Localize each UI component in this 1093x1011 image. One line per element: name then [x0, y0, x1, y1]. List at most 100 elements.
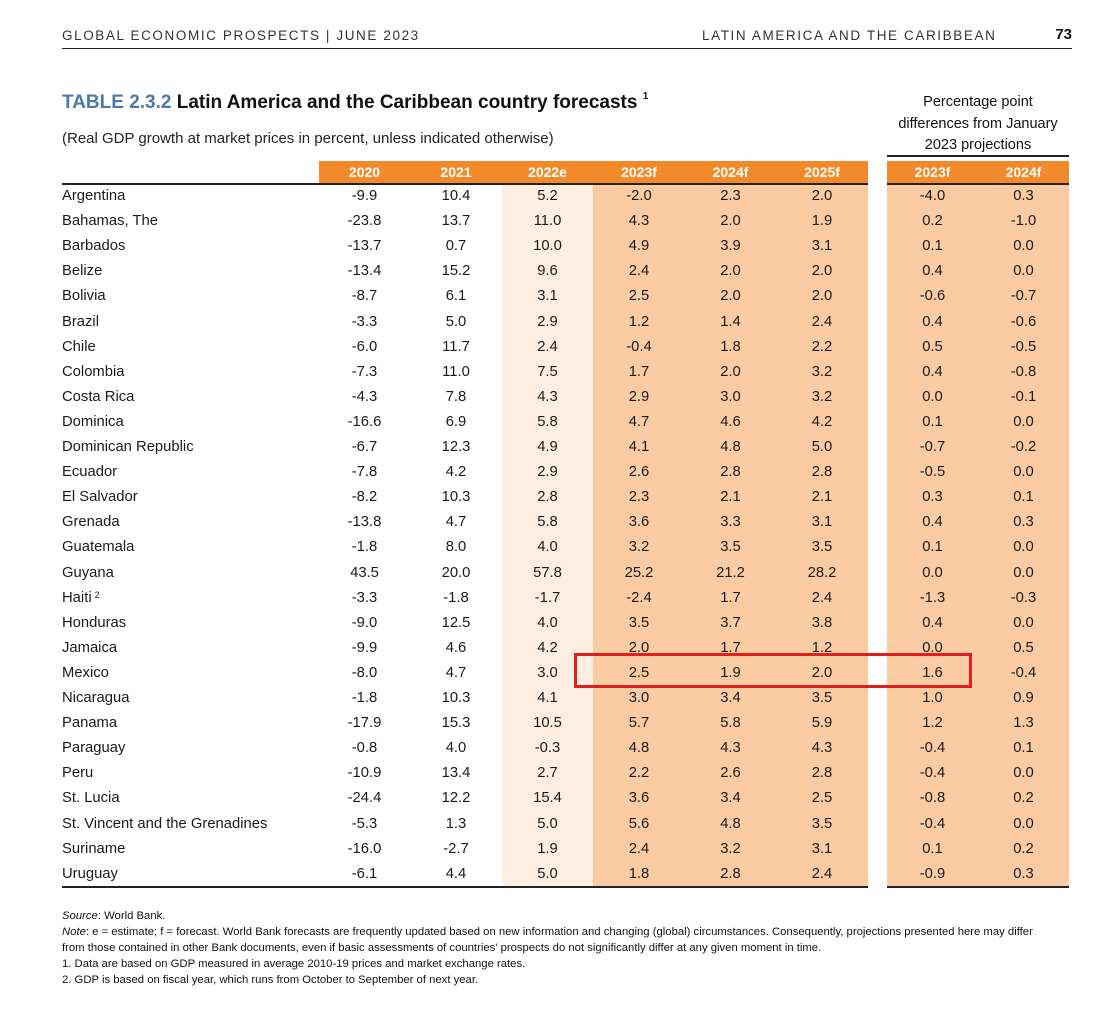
growth-value: -8.2 — [351, 489, 378, 506]
country-label: Guatemala — [62, 539, 135, 556]
growth-value: 4.1 — [628, 439, 650, 455]
growth-value: -16.0 — [347, 840, 382, 857]
growth-value: -2.4 — [626, 589, 652, 606]
table-row: Guatemala -1.8 8.0 4.0 3.2 3.5 3.5 0.1 0.0 — [0, 535, 1093, 560]
growth-value: 5.0 — [445, 313, 467, 330]
difference-value: 0.0 — [1013, 564, 1034, 581]
differences-top-rule — [887, 155, 1069, 157]
country-name: St. Vincent and the Grenadines — [62, 812, 267, 837]
difference-value: 0.3 — [922, 489, 943, 506]
source-text: : World Bank. — [97, 910, 166, 922]
difference-value: 0.3 — [1013, 514, 1034, 531]
table-title-text: Latin America and the Caribbean country … — [176, 92, 638, 113]
difference-value: 0.3 — [1013, 865, 1034, 882]
difference-value: 0.2 — [1013, 790, 1034, 807]
country-label: Mexico — [62, 664, 109, 681]
table-subtitle: (Real GDP growth at market prices in per… — [62, 130, 554, 147]
table-title: TABLE 2.3.2 Latin America and the Caribb… — [62, 91, 648, 114]
difference-value: 0.0 — [1013, 614, 1034, 631]
difference-value: -0.6 — [919, 288, 946, 305]
growth-value: 11.7 — [442, 338, 470, 355]
difference-value: 0.4 — [922, 514, 943, 531]
difference-value: -0.7 — [1010, 288, 1037, 305]
growth-value: 4.7 — [628, 413, 650, 430]
growth-value: 2.2 — [628, 765, 650, 782]
column-header-band — [319, 161, 868, 183]
growth-value: -17.9 — [347, 715, 382, 732]
growth-value: 3.1 — [811, 238, 833, 255]
growth-value: -16.6 — [347, 413, 382, 430]
difference-value: 0.1 — [922, 539, 943, 556]
growth-value: 5.8 — [537, 413, 558, 430]
country-label: Panama — [62, 715, 118, 732]
growth-value: 2.1 — [811, 489, 833, 506]
growth-value: 15.2 — [441, 263, 471, 280]
growth-value: -1.8 — [443, 589, 469, 606]
table-row: Dominican Republic -6.7 12.3 4.9 4.1 4.8 5.0 -0… — [0, 435, 1093, 460]
difference-value: 0.0 — [1013, 464, 1034, 481]
country-name: Bahamas, The — [62, 209, 158, 234]
difference-value: 0.3 — [1013, 188, 1034, 204]
growth-value: 2.6 — [720, 765, 741, 782]
country-name: Suriname — [62, 837, 125, 862]
growth-value: 7.5 — [537, 363, 558, 380]
growth-value: 5.8 — [537, 514, 558, 531]
growth-value: 12.2 — [441, 790, 471, 807]
difference-value: -0.4 — [919, 765, 946, 782]
growth-value: -13.8 — [347, 514, 382, 531]
country-name: Grenada — [62, 510, 120, 535]
difference-value: 0.0 — [1013, 413, 1034, 430]
table-bottom-rule — [62, 886, 868, 888]
country-name: Guatemala — [62, 535, 134, 560]
country-label: St. Lucia — [62, 790, 120, 807]
growth-value: 1.2 — [811, 639, 833, 656]
table-row: Brazil -3.3 5.0 2.9 1.2 1.4 2.4 0.4 -0.6 — [0, 310, 1093, 335]
difference-value: 0.0 — [1013, 815, 1034, 832]
differences-heading-line: differences from January — [898, 115, 1058, 132]
table-row: Panama -17.9 15.3 10.5 5.7 5.8 5.9 1.2 1.3 — [0, 711, 1093, 736]
table-row: Peru -10.9 13.4 2.7 2.2 2.6 2.8 -0.4 0.0 — [0, 761, 1093, 786]
growth-value: 2.4 — [628, 263, 650, 280]
table-notes: Source: World Bank. Note: e = estimate; … — [62, 908, 1052, 988]
growth-value: 2.6 — [628, 464, 650, 481]
differences-heading: Percentage point differences from Januar… — [887, 92, 1069, 157]
table-row: St. Vincent and the Grenadines -5.3 1.3 5.0… — [0, 812, 1093, 837]
growth-value: 2.0 — [811, 664, 833, 681]
country-name: Dominican Republic — [62, 435, 194, 460]
growth-value: 1.9 — [811, 213, 833, 230]
footnote: 1. Data are based on GDP measured in ave… — [62, 958, 526, 970]
table-row: Haiti 2 -3.3 -1.8 -1.7 -2.4 1.7 2.4 -1.3 -0.3 — [0, 586, 1093, 611]
growth-value: 3.5 — [811, 539, 833, 556]
difference-value: 1.0 — [922, 690, 943, 706]
growth-value: 5.2 — [537, 188, 558, 204]
growth-value: 10.0 — [533, 238, 562, 255]
growth-value: 3.2 — [811, 388, 833, 405]
growth-value: 1.2 — [628, 313, 650, 330]
table-row: Colombia -7.3 11.0 7.5 1.7 2.0 3.2 0.4 -0.8 — [0, 360, 1093, 385]
table-row: Belize -13.4 15.2 9.6 2.4 2.0 2.0 0.4 0.0 — [0, 259, 1093, 284]
growth-value: 3.1 — [811, 514, 833, 531]
difference-value: 0.0 — [1013, 263, 1034, 280]
growth-value: 5.0 — [537, 815, 558, 832]
column-header: 2024f — [712, 164, 749, 180]
table-row: El Salvador -8.2 10.3 2.8 2.3 2.1 2.1 0.3 0.1 — [0, 485, 1093, 510]
growth-value: 4.0 — [537, 614, 558, 631]
growth-value: 3.0 — [628, 690, 650, 706]
growth-value: 8.0 — [445, 539, 467, 556]
country-label: Barbados — [62, 238, 126, 255]
growth-value: -9.9 — [351, 188, 378, 204]
growth-value: 4.2 — [811, 413, 833, 430]
growth-value: 11.0 — [533, 213, 562, 230]
country-name: Colombia — [62, 360, 125, 385]
table-row: Bolivia -8.7 6.1 3.1 2.5 2.0 2.0 -0.6 -0.7 — [0, 284, 1093, 309]
difference-value: 0.4 — [922, 363, 943, 380]
difference-value: 0.0 — [1013, 765, 1034, 782]
growth-value: 3.5 — [628, 614, 650, 631]
difference-value: -0.2 — [1010, 439, 1037, 455]
country-name: Jamaica — [62, 636, 117, 661]
table-row: Bahamas, The -23.8 13.7 11.0 4.3 2.0 1.9 0.2 -1.… — [0, 209, 1093, 234]
difference-value: -0.3 — [1010, 589, 1037, 606]
country-label: Belize — [62, 263, 103, 280]
differences-heading-line: Percentage point — [923, 94, 1033, 110]
growth-value: 1.4 — [720, 313, 741, 330]
